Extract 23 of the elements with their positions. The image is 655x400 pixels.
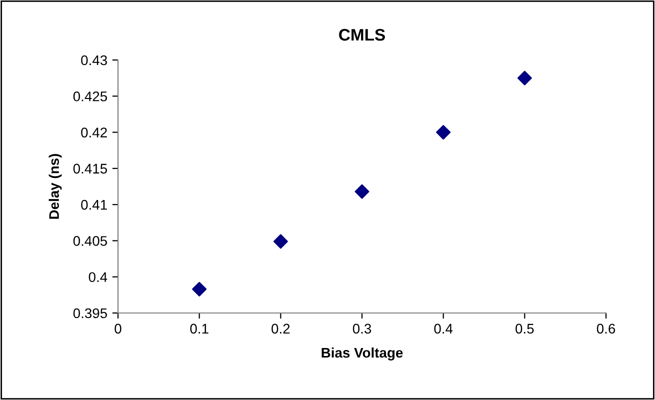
y-tick-label: 0.41 [81,200,107,210]
y-tick-label: 0.415 [73,164,108,174]
point [354,184,370,199]
y-tick-label: 0.4 [88,272,108,282]
x-tick-label: 0.1 [190,324,208,334]
y-tick-label: 0.425 [73,91,108,102]
chart-title: CMLS [339,28,385,41]
x-tick-label: 0.2 [272,324,290,334]
x-tick-label: 0.5 [516,324,534,334]
y-tick-label: 0.395 [73,308,108,318]
point [517,70,532,86]
x-tick-label: 0.3 [352,324,372,334]
point [192,282,207,296]
point [436,125,451,140]
y-tick-label: 0.405 [73,236,108,246]
x-tick-label: 0 [114,324,122,334]
x-tick-label: 0.4 [434,324,453,334]
point [273,234,288,249]
y-axis-title: Delay (ns) [48,154,62,219]
x-tick-label: 0.6 [596,324,616,334]
y-tick-label: 0.42 [81,128,107,138]
x-axis-title: Bias Voltage [322,347,403,360]
y-tick-label: 0.43 [81,55,107,66]
